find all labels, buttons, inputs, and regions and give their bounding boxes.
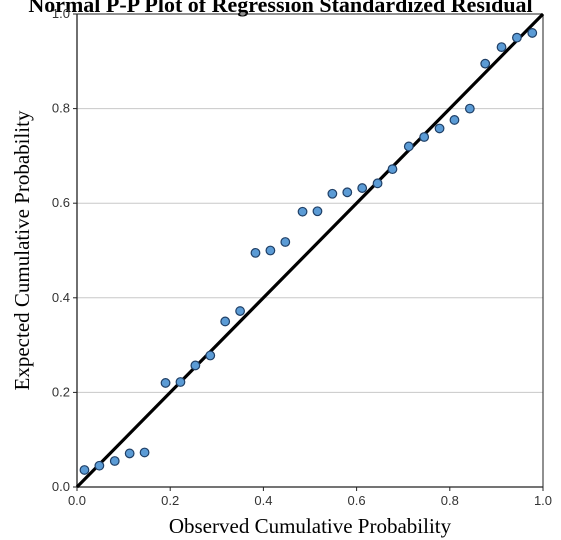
data-point xyxy=(250,247,261,258)
y-tick-label: 0.2 xyxy=(52,384,70,399)
data-point xyxy=(280,237,291,247)
y-axis-title: Expected Cumulative Probability xyxy=(10,110,34,390)
data-point xyxy=(419,132,430,142)
reference-line-group xyxy=(75,12,545,489)
y-tick-label: 0.0 xyxy=(52,479,70,494)
chart-title: Normal P-P Plot of Regression Standardiz… xyxy=(28,0,533,17)
data-point xyxy=(527,28,538,38)
x-tick-label: 0.0 xyxy=(68,493,86,508)
data-point xyxy=(190,360,201,371)
data-point xyxy=(79,465,90,475)
data-point xyxy=(109,456,120,466)
x-tick-label: 0.2 xyxy=(161,493,179,508)
data-point xyxy=(387,164,398,175)
data-point xyxy=(464,103,475,114)
data-point xyxy=(434,123,445,134)
data-point xyxy=(480,58,491,69)
data-point xyxy=(139,447,150,458)
y-tick-label: 0.8 xyxy=(52,101,70,116)
data-point xyxy=(160,378,171,388)
data-point xyxy=(342,187,353,198)
data-point xyxy=(235,306,246,316)
data-point xyxy=(496,42,507,53)
data-point xyxy=(94,460,105,471)
data-point xyxy=(372,178,383,189)
axes xyxy=(73,13,544,491)
reference-line xyxy=(75,12,545,489)
tick-labels: 0.0 0.2 0.4 0.6 0.8 1.0 0.0 0.2 0.4 0.6 0.8 1.0 xyxy=(52,6,552,508)
data-point xyxy=(403,141,414,152)
data-point xyxy=(357,183,368,193)
x-tick-label: 1.0 xyxy=(534,493,552,508)
x-axis-title: Observed Cumulative Probability xyxy=(169,514,452,538)
y-tick-label: 0.6 xyxy=(52,195,70,210)
data-point xyxy=(297,206,308,217)
y-tick-label: 1.0 xyxy=(52,6,70,21)
data-point xyxy=(220,316,231,327)
x-tick-label: 0.6 xyxy=(348,493,366,508)
x-tick-label: 0.4 xyxy=(254,493,272,508)
data-point xyxy=(512,32,522,43)
data-point xyxy=(124,448,135,459)
data-point xyxy=(205,350,216,361)
data-point xyxy=(312,206,323,217)
data-point xyxy=(175,377,186,387)
data-point xyxy=(449,115,460,125)
y-tick-label: 0.4 xyxy=(52,290,70,305)
data-point xyxy=(327,188,338,199)
data-point xyxy=(265,245,276,256)
x-tick-label: 0.8 xyxy=(441,493,459,508)
data-points xyxy=(79,28,538,475)
